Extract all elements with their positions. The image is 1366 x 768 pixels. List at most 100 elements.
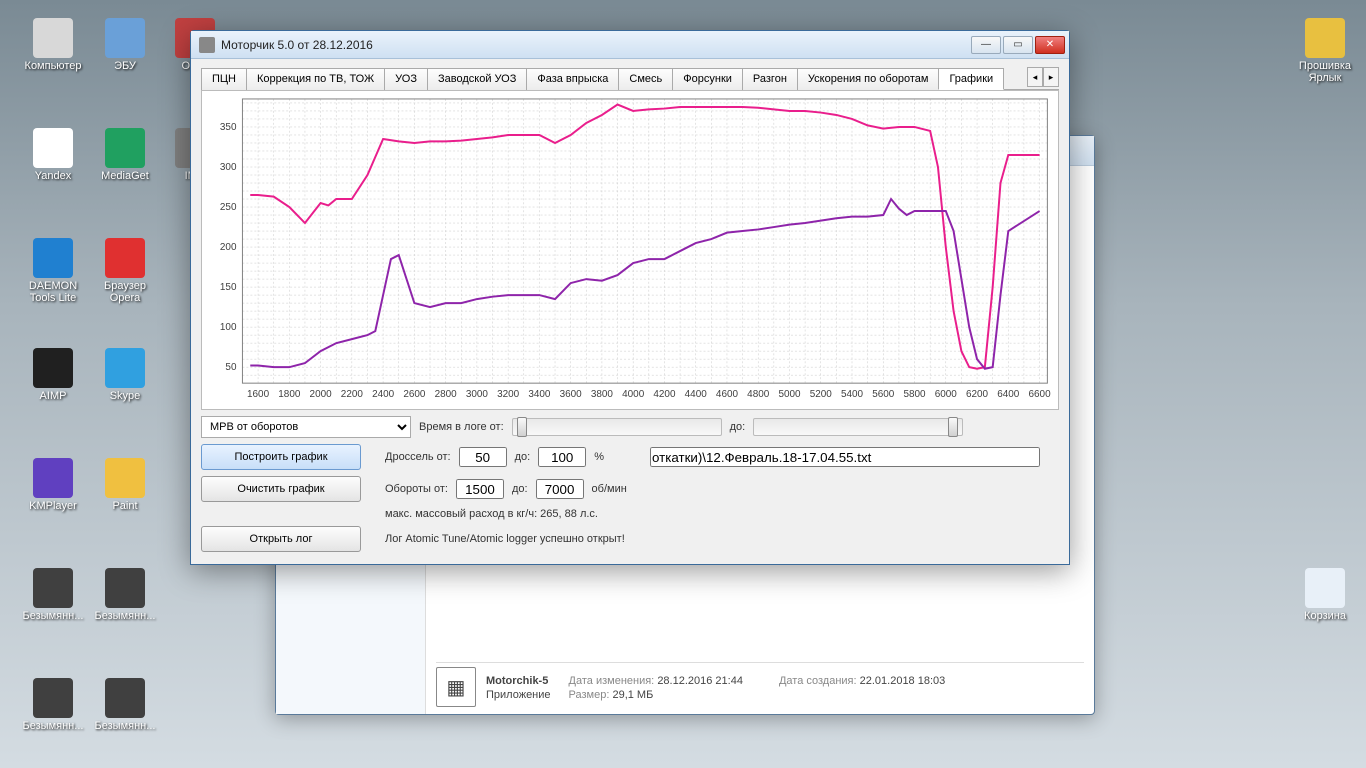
svg-text:3400: 3400 <box>528 389 551 400</box>
rpm-from-input[interactable] <box>456 479 504 499</box>
svg-text:350: 350 <box>220 122 237 133</box>
tab[interactable]: ПЦН <box>201 68 247 90</box>
icon-label: ЭБУ <box>90 60 160 72</box>
desktop-icon[interactable]: Прошивка Ярлык <box>1290 18 1360 84</box>
svg-text:5000: 5000 <box>778 389 801 400</box>
tab[interactable]: Ускорения по оборотам <box>797 68 940 90</box>
log-path-input[interactable] <box>650 447 1040 467</box>
icon-label: Безымянн... <box>18 610 88 622</box>
tab[interactable]: Форсунки <box>672 68 743 90</box>
desktop-icon[interactable]: Безымянн... <box>90 568 160 622</box>
svg-text:6000: 6000 <box>935 389 958 400</box>
svg-text:4400: 4400 <box>685 389 708 400</box>
svg-text:100: 100 <box>220 322 237 333</box>
desktop-icon[interactable]: Yandex <box>18 128 88 182</box>
icon-label: Безымянн... <box>18 720 88 732</box>
app-icon <box>33 348 73 388</box>
desktop-icon[interactable]: AIMP <box>18 348 88 402</box>
graph-type-select[interactable]: МРВ от оборотов <box>201 416 411 438</box>
icon-label: Корзина <box>1290 610 1360 622</box>
app-window: Моторчик 5.0 от 28.12.2016 — ▭ ✕ ПЦНКорр… <box>190 30 1070 565</box>
line-chart: 5010015020025030035016001800200022002400… <box>202 91 1058 409</box>
svg-text:4600: 4600 <box>716 389 739 400</box>
icon-label: Прошивка Ярлык <box>1290 60 1360 84</box>
time-to-slider[interactable] <box>753 418 963 436</box>
clear-graph-button[interactable]: Очистить график <box>201 476 361 502</box>
tab-scroll-right[interactable]: ▸ <box>1043 67 1059 87</box>
throttle-label: Дроссель от: <box>385 451 451 463</box>
desktop-icon[interactable]: DAEMON Tools Lite <box>18 238 88 304</box>
desktop-icon[interactable]: Браузер Opera <box>90 238 160 304</box>
desktop-icon[interactable]: Paint <box>90 458 160 512</box>
desktop-icon[interactable]: Безымянн... <box>90 678 160 732</box>
desktop-icon[interactable]: Компьютер <box>18 18 88 72</box>
tab[interactable]: УОЗ <box>384 68 428 90</box>
icon-label: Браузер Opera <box>90 280 160 304</box>
svg-text:2400: 2400 <box>372 389 395 400</box>
app-icon <box>105 678 145 718</box>
status-line-1: макс. массовый расход в кг/ч: 265, 88 л.… <box>385 508 1059 520</box>
build-graph-button[interactable]: Построить график <box>201 444 361 470</box>
file-name: Motorchik-5 <box>486 675 551 687</box>
rpm-label: Обороты от: <box>385 483 448 495</box>
desktop-icon[interactable]: MediaGet <box>90 128 160 182</box>
svg-text:1800: 1800 <box>278 389 301 400</box>
desktop: КомпьютерЭБУOpenYandexMediaGetIMGDAEMON … <box>0 0 1366 768</box>
svg-text:300: 300 <box>220 162 237 173</box>
svg-text:2000: 2000 <box>310 389 333 400</box>
time-to-label: до: <box>730 421 746 433</box>
svg-text:3800: 3800 <box>591 389 614 400</box>
icon-label: Безымянн... <box>90 610 160 622</box>
rpm-to-input[interactable] <box>536 479 584 499</box>
app-icon <box>1305 568 1345 608</box>
chart-area: 5010015020025030035016001800200022002400… <box>201 90 1059 410</box>
icon-label: Безымянн... <box>90 720 160 732</box>
svg-text:250: 250 <box>220 202 237 213</box>
tab-bar: ПЦНКоррекция по ТВ, ТОЖУОЗЗаводской УОЗФ… <box>201 67 1059 90</box>
svg-text:3000: 3000 <box>466 389 489 400</box>
open-log-button[interactable]: Открыть лог <box>201 526 361 552</box>
tab-scroll-left[interactable]: ◂ <box>1027 67 1043 87</box>
tab[interactable]: Графики <box>938 68 1004 90</box>
svg-text:3200: 3200 <box>497 389 520 400</box>
app-icon <box>33 18 73 58</box>
svg-text:4800: 4800 <box>747 389 770 400</box>
tab[interactable]: Фаза впрыска <box>526 68 619 90</box>
tab[interactable]: Коррекция по ТВ, ТОЖ <box>246 68 385 90</box>
icon-label: DAEMON Tools Lite <box>18 280 88 304</box>
minimize-button[interactable]: — <box>971 36 1001 54</box>
app-icon <box>33 568 73 608</box>
app-icon <box>105 18 145 58</box>
svg-text:5200: 5200 <box>810 389 833 400</box>
maximize-button[interactable]: ▭ <box>1003 36 1033 54</box>
app-icon <box>105 458 145 498</box>
throttle-to-input[interactable] <box>538 447 586 467</box>
tab[interactable]: Заводской УОЗ <box>427 68 527 90</box>
desktop-icon[interactable]: Корзина <box>1290 568 1360 622</box>
icon-label: Skype <box>90 390 160 402</box>
svg-text:3600: 3600 <box>560 389 583 400</box>
close-button[interactable]: ✕ <box>1035 36 1065 54</box>
file-details-pane: ▦ Motorchik-5 Дата изменения: 28.12.2016… <box>436 662 1084 708</box>
time-from-slider[interactable] <box>512 418 722 436</box>
app-icon <box>105 348 145 388</box>
desktop-icon[interactable]: KMPlayer <box>18 458 88 512</box>
icon-label: Компьютер <box>18 60 88 72</box>
desktop-icon[interactable]: Безымянн... <box>18 568 88 622</box>
app-icon <box>1305 18 1345 58</box>
icon-label: Yandex <box>18 170 88 182</box>
svg-text:200: 200 <box>220 242 237 253</box>
tab[interactable]: Разгон <box>742 68 798 90</box>
svg-text:2800: 2800 <box>435 389 458 400</box>
svg-text:150: 150 <box>220 282 237 293</box>
desktop-icon[interactable]: Skype <box>90 348 160 402</box>
desktop-icon[interactable]: Безымянн... <box>18 678 88 732</box>
tab[interactable]: Смесь <box>618 68 673 90</box>
svg-text:2200: 2200 <box>341 389 364 400</box>
icon-label: Paint <box>90 500 160 512</box>
throttle-from-input[interactable] <box>459 447 507 467</box>
desktop-icon[interactable]: ЭБУ <box>90 18 160 72</box>
app-icon <box>33 128 73 168</box>
svg-text:5600: 5600 <box>872 389 895 400</box>
titlebar[interactable]: Моторчик 5.0 от 28.12.2016 — ▭ ✕ <box>191 31 1069 59</box>
